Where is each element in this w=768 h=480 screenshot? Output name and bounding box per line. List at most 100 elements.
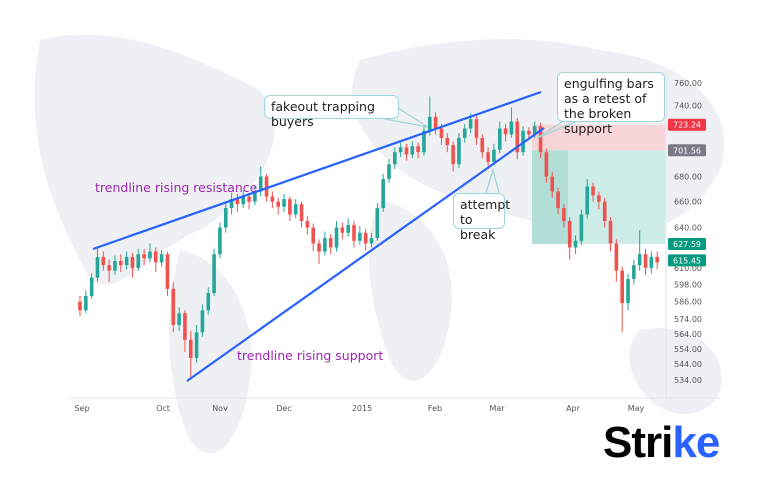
x-tick-label: May <box>628 404 645 413</box>
candle <box>585 179 590 219</box>
candle <box>223 202 228 233</box>
candle <box>177 307 181 331</box>
price-label: 701.56 <box>668 144 706 157</box>
y-tick-label: 760.00 <box>674 79 702 88</box>
candle <box>410 141 415 159</box>
candle <box>462 123 467 143</box>
attempt-pointer <box>485 167 500 194</box>
candle <box>544 148 549 183</box>
logo-accent: ke <box>672 418 720 467</box>
candle-body <box>445 137 450 145</box>
candle <box>614 239 619 282</box>
engulfing-pointer <box>536 119 581 139</box>
price-label-text: 701.56 <box>673 146 701 155</box>
candle <box>293 199 298 219</box>
candle <box>171 281 176 333</box>
candle-body <box>299 204 304 221</box>
candle-body <box>323 238 327 252</box>
candle-body <box>188 339 193 359</box>
candle-body <box>270 196 275 202</box>
candle <box>276 197 281 215</box>
candle-body <box>381 179 385 209</box>
candle <box>620 266 624 333</box>
candle <box>398 142 403 157</box>
candle-body <box>358 232 362 241</box>
candle-body <box>428 116 432 131</box>
candle-body <box>462 128 467 138</box>
resistance-trendline[interactable] <box>92 90 542 251</box>
y-tick-label: 534.00 <box>674 376 702 385</box>
candle <box>270 191 275 209</box>
candle <box>597 191 601 210</box>
candle-body <box>142 254 146 259</box>
candle <box>311 223 315 252</box>
candle-body <box>212 254 216 294</box>
candle <box>107 259 111 282</box>
candle-body <box>194 332 199 359</box>
y-tick-label: 586.00 <box>674 298 702 307</box>
candle-body <box>602 201 607 221</box>
candle <box>474 115 479 145</box>
candle-body <box>247 196 251 202</box>
candle <box>358 226 362 245</box>
engulfing-note: engulfing bars as a retest of the broken… <box>557 72 665 136</box>
candle <box>78 295 82 317</box>
price-label-text: 627.59 <box>673 240 701 249</box>
candle <box>352 220 356 248</box>
candle-body <box>223 208 228 228</box>
candle-body <box>579 214 584 241</box>
candle <box>404 143 409 161</box>
candle-body <box>258 176 263 192</box>
candle <box>346 218 350 237</box>
candle <box>84 290 88 314</box>
candle <box>393 147 397 170</box>
candle-body <box>119 261 123 266</box>
strike-logo: Strike <box>603 418 720 468</box>
price-labels: 723.24 701.56 627.59 615.45 <box>668 118 706 267</box>
candle-body <box>416 146 420 153</box>
support-label: trendline rising support <box>237 348 384 363</box>
candle <box>602 197 607 228</box>
candle <box>200 304 205 337</box>
y-tick-label: 610.00 <box>674 264 702 273</box>
candle-body <box>200 310 205 333</box>
logo-text: Stri <box>603 418 673 467</box>
candle <box>369 232 374 248</box>
x-tick-label: 2015 <box>352 404 372 413</box>
price-axis[interactable]: 760.00 740.00 680.00 660.00 640.00 610.00 598.… <box>674 79 702 385</box>
candle <box>212 248 216 296</box>
candle <box>334 220 339 252</box>
candle <box>486 147 490 170</box>
candle-body <box>101 256 106 266</box>
candle-body <box>550 176 555 192</box>
candle <box>113 255 117 275</box>
candle-body <box>614 243 619 271</box>
candle <box>101 251 106 271</box>
y-tick-label: 564.00 <box>674 330 702 339</box>
candle-body <box>113 261 117 271</box>
candle-body <box>532 126 537 135</box>
candle-body <box>643 254 648 268</box>
candle-body <box>410 146 415 155</box>
stop-loss-zone <box>532 124 665 151</box>
candle <box>503 123 508 142</box>
candle-body <box>515 121 520 153</box>
candle <box>457 133 461 168</box>
candle <box>165 251 170 296</box>
candle-body <box>527 130 531 135</box>
candle-body <box>393 152 397 165</box>
candle <box>416 142 420 159</box>
support-trendline[interactable] <box>186 127 545 382</box>
candle-body <box>346 224 350 233</box>
candle <box>562 204 566 228</box>
candle-body <box>468 119 473 129</box>
candle-body <box>503 128 508 135</box>
x-tick-label: Mar <box>489 404 505 413</box>
candle <box>480 134 485 159</box>
candle-body <box>497 128 502 150</box>
time-axis[interactable]: Sep Oct Nov Dec 2015 Feb Mar Apr May <box>74 404 644 413</box>
candle-body <box>334 227 339 248</box>
candle <box>124 251 129 270</box>
y-tick-label: 680.00 <box>674 173 702 182</box>
candle <box>159 250 164 267</box>
